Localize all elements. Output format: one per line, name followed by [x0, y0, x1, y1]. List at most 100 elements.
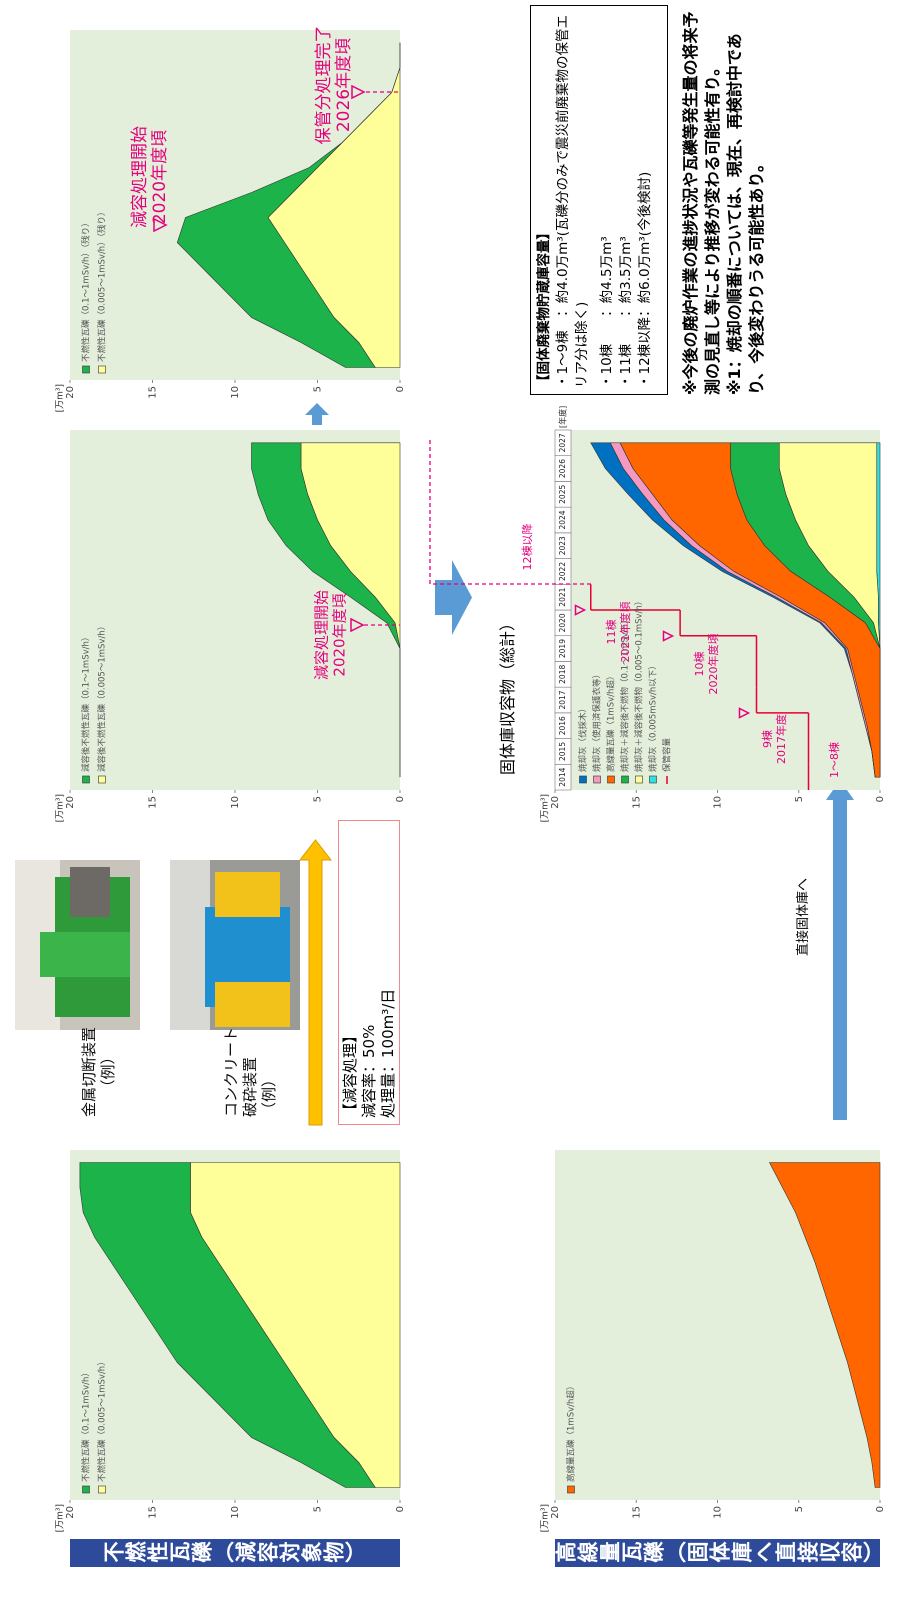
flow-arrow	[305, 403, 329, 425]
legend-swatch	[593, 775, 601, 784]
legend-swatch	[82, 775, 90, 784]
area	[769, 1162, 881, 1488]
legend-label: 不燃性瓦礫（0.005～1mSv/h）（残り）	[97, 208, 108, 362]
legend-label: 不燃性瓦礫（0.1～1mSv/h）（残り）	[81, 218, 92, 362]
storage-line: ・10棟 ：約4.5万m³	[599, 236, 615, 388]
x-tick-label: 2018	[558, 665, 567, 684]
y-tick-label: 20	[550, 796, 561, 809]
legend-swatch	[621, 775, 629, 784]
y-axis-label: [万m³]	[56, 384, 66, 412]
legend-label: 高線量瓦礫（1mSv/h超）	[606, 672, 617, 772]
y-tick-label: 5	[313, 1506, 324, 1512]
note: ※1：焼却の順番については、現在、再検討中であり、今後変わりうる可能性あり。	[725, 33, 766, 395]
area	[79, 1162, 376, 1488]
y-axis-label: [万m³]	[541, 1504, 551, 1532]
y-tick-label: 10	[713, 796, 724, 809]
annotation: 減容処理開始	[313, 590, 331, 680]
annotation: 2020年度頃	[706, 634, 720, 695]
marker-triangle	[351, 84, 366, 100]
annotation: 2020年度頃	[331, 593, 349, 676]
storage-title: 【固体廃棄物貯蔵庫容量】	[536, 226, 552, 388]
note: ※今後の廃炉作業の進捗状況や瓦礫等発生量の将来予測の見直し等により推移が変わる可…	[681, 11, 722, 395]
storage-line: ・11棟 ：約3.5万m³	[618, 236, 634, 388]
y-tick-label: 15	[631, 796, 642, 809]
y-axis-label: [万m³]	[541, 794, 551, 822]
y-tick-label: 5	[794, 1506, 805, 1512]
y-tick-label: 10	[230, 386, 241, 399]
annotation: 12棟以降	[520, 524, 534, 571]
y-tick-label: 0	[875, 796, 886, 802]
plot-background	[555, 1150, 880, 1500]
marker-triangle	[738, 707, 751, 719]
legend-label: 減容後不燃性瓦礫（0.005～1mSv/h）	[97, 622, 108, 772]
legend-swatch	[98, 365, 106, 374]
marker-triangle	[350, 617, 365, 633]
y-tick-label: 15	[631, 1506, 642, 1519]
section-title: 高線量瓦礫（固体庫へ直接収容）	[555, 1539, 885, 1567]
x-tick-label: 2021	[558, 587, 567, 606]
legend-swatch	[82, 1485, 90, 1494]
legend-swatch	[567, 1485, 575, 1494]
legend-label: 不燃性瓦礫（0.1～1mSv/h）	[81, 1368, 92, 1482]
caption-line: （例）	[99, 1049, 117, 1095]
annotation: 2021年度頃	[618, 602, 632, 663]
y-axis-label: [万m³]	[56, 1504, 66, 1532]
annotation: 2017年度	[774, 714, 788, 764]
y-tick-label: 10	[713, 1506, 724, 1519]
caption-line: 破砕装置（例）	[241, 1056, 278, 1117]
marker-triangle	[662, 630, 675, 642]
legend-label: 焼却灰＋減容後不燃物（0.005～0.1mSv/h）	[634, 597, 645, 772]
y-tick-label: 10	[230, 1506, 241, 1519]
legend-swatch	[635, 775, 643, 784]
total-title: 固体庫収容物（総計）	[498, 615, 517, 776]
photo-concrete-crusher	[170, 860, 300, 1030]
x-tick-label: 2026	[558, 459, 567, 478]
storage-line: ・1～9棟 ：約4.0万m³(瓦礫分のみで震災前廃棄物の保管エリア分は除く)	[555, 15, 590, 388]
equipment-caption: コンクリート 破砕装置（例）	[222, 1027, 279, 1117]
caption-line: コンクリート	[222, 1026, 240, 1117]
legend-swatch	[649, 775, 657, 784]
dashed-guide	[429, 440, 591, 585]
section-title: 不燃性瓦礫（減容対象物）	[70, 1539, 400, 1567]
equipment-caption: 金属切断装置 （例）	[80, 1027, 118, 1117]
y-tick-label: 20	[65, 796, 76, 809]
x-tick-label: 2016	[558, 716, 567, 735]
area	[251, 442, 401, 778]
y-tick-label: 5	[313, 386, 324, 392]
y-tick-label: 15	[148, 1506, 159, 1519]
legend-label: 不燃性瓦礫（0.005～1mSv/h）	[97, 1357, 108, 1482]
y-axis-label: [万m³]	[56, 794, 66, 822]
annotation: 2026年度頃	[334, 38, 354, 132]
y-tick-label: 10	[230, 796, 241, 809]
y-tick-label: 15	[148, 386, 159, 399]
x-tick-label: 2014	[558, 767, 567, 786]
process-box: 【減容処理】 減容率：50% 処理量：100m³/日	[338, 820, 400, 1125]
y-tick-label: 5	[313, 796, 324, 802]
annotation: 1～8棟	[827, 742, 841, 778]
legend-swatch	[607, 775, 615, 784]
legend-label: 焼却灰（0.005mSv/h以下）	[648, 661, 659, 772]
storage-box: 【固体廃棄物貯蔵庫容量】 ・1～9棟 ：約4.0万m³(瓦礫分のみで震災前廃棄物…	[530, 5, 668, 395]
y-tick-label: 0	[395, 796, 406, 802]
process-line: 減容率：50%	[360, 1024, 378, 1118]
legend-swatch	[82, 365, 90, 374]
notes: ※今後の廃炉作業の進捗状況や瓦礫等発生量の将来予測の見直し等により推移が変わる可…	[680, 3, 768, 395]
category-cell	[554, 429, 572, 457]
marker-triangle	[574, 604, 587, 616]
y-tick-label: 20	[65, 1506, 76, 1519]
y-tick-label: 0	[875, 1506, 886, 1512]
legend-label: 保管容量	[662, 737, 673, 772]
area	[590, 442, 876, 778]
legend-label: 減容後不燃性瓦礫（0.1～1mSv/h）	[81, 633, 92, 772]
legend-label: 高線量瓦礫（1mSv/h超）	[566, 1382, 577, 1482]
caption-line: 金属切断装置	[80, 1026, 98, 1117]
x-tick-label: 2027	[558, 433, 567, 452]
x-tick-label: 2025	[558, 485, 567, 504]
legend-label: 焼却灰（使用済保護衣等）	[592, 670, 603, 772]
legend-swatch	[579, 775, 587, 784]
annotation: 2020年度頃	[150, 130, 170, 224]
legend-swatch	[98, 775, 106, 784]
annotation: 11棟	[604, 620, 618, 645]
